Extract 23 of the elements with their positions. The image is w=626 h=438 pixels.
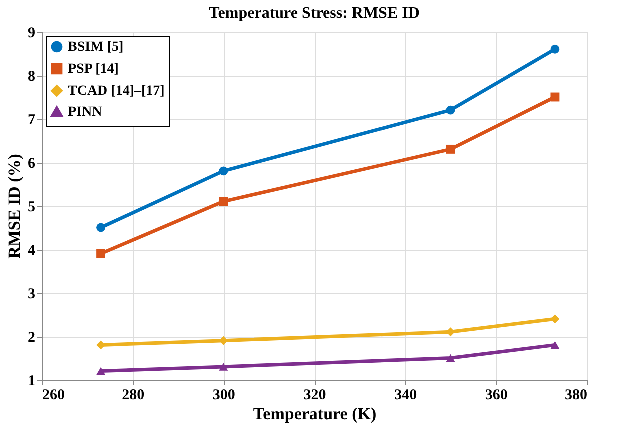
chart-title: Temperature Stress: RMSE ID [209,5,420,22]
y-tick-label: 5 [28,200,36,216]
y-tick-label: 7 [28,112,36,128]
legend-label: PINN [68,105,102,120]
y-tick-label: 6 [28,156,36,172]
x-tick-label: 360 [485,388,508,404]
x-tick-label: 340 [394,388,418,404]
y-tick-label: 8 [28,69,36,85]
y-tick-label: 4 [28,243,36,259]
y-axis-title: RMSE ID (%) [5,154,24,259]
legend-label: TCAD [14]–[17] [68,84,165,99]
y-tick-label: 3 [28,286,36,302]
x-tick-label: 320 [304,388,326,404]
legend-label: BSIM [5] [68,40,124,55]
y-tick-label: 2 [28,330,36,346]
y-tick-label: 1 [28,374,36,390]
x-axis-title: Temperature (K) [253,404,377,424]
legend-label: PSP [14] [68,62,119,77]
x-tick-label: 280 [122,388,145,404]
x-tick-label: 380 [565,388,588,404]
x-tick-label: 300 [212,388,236,404]
x-tick-label: 260 [42,388,65,404]
y-tick-label: 9 [28,26,36,42]
